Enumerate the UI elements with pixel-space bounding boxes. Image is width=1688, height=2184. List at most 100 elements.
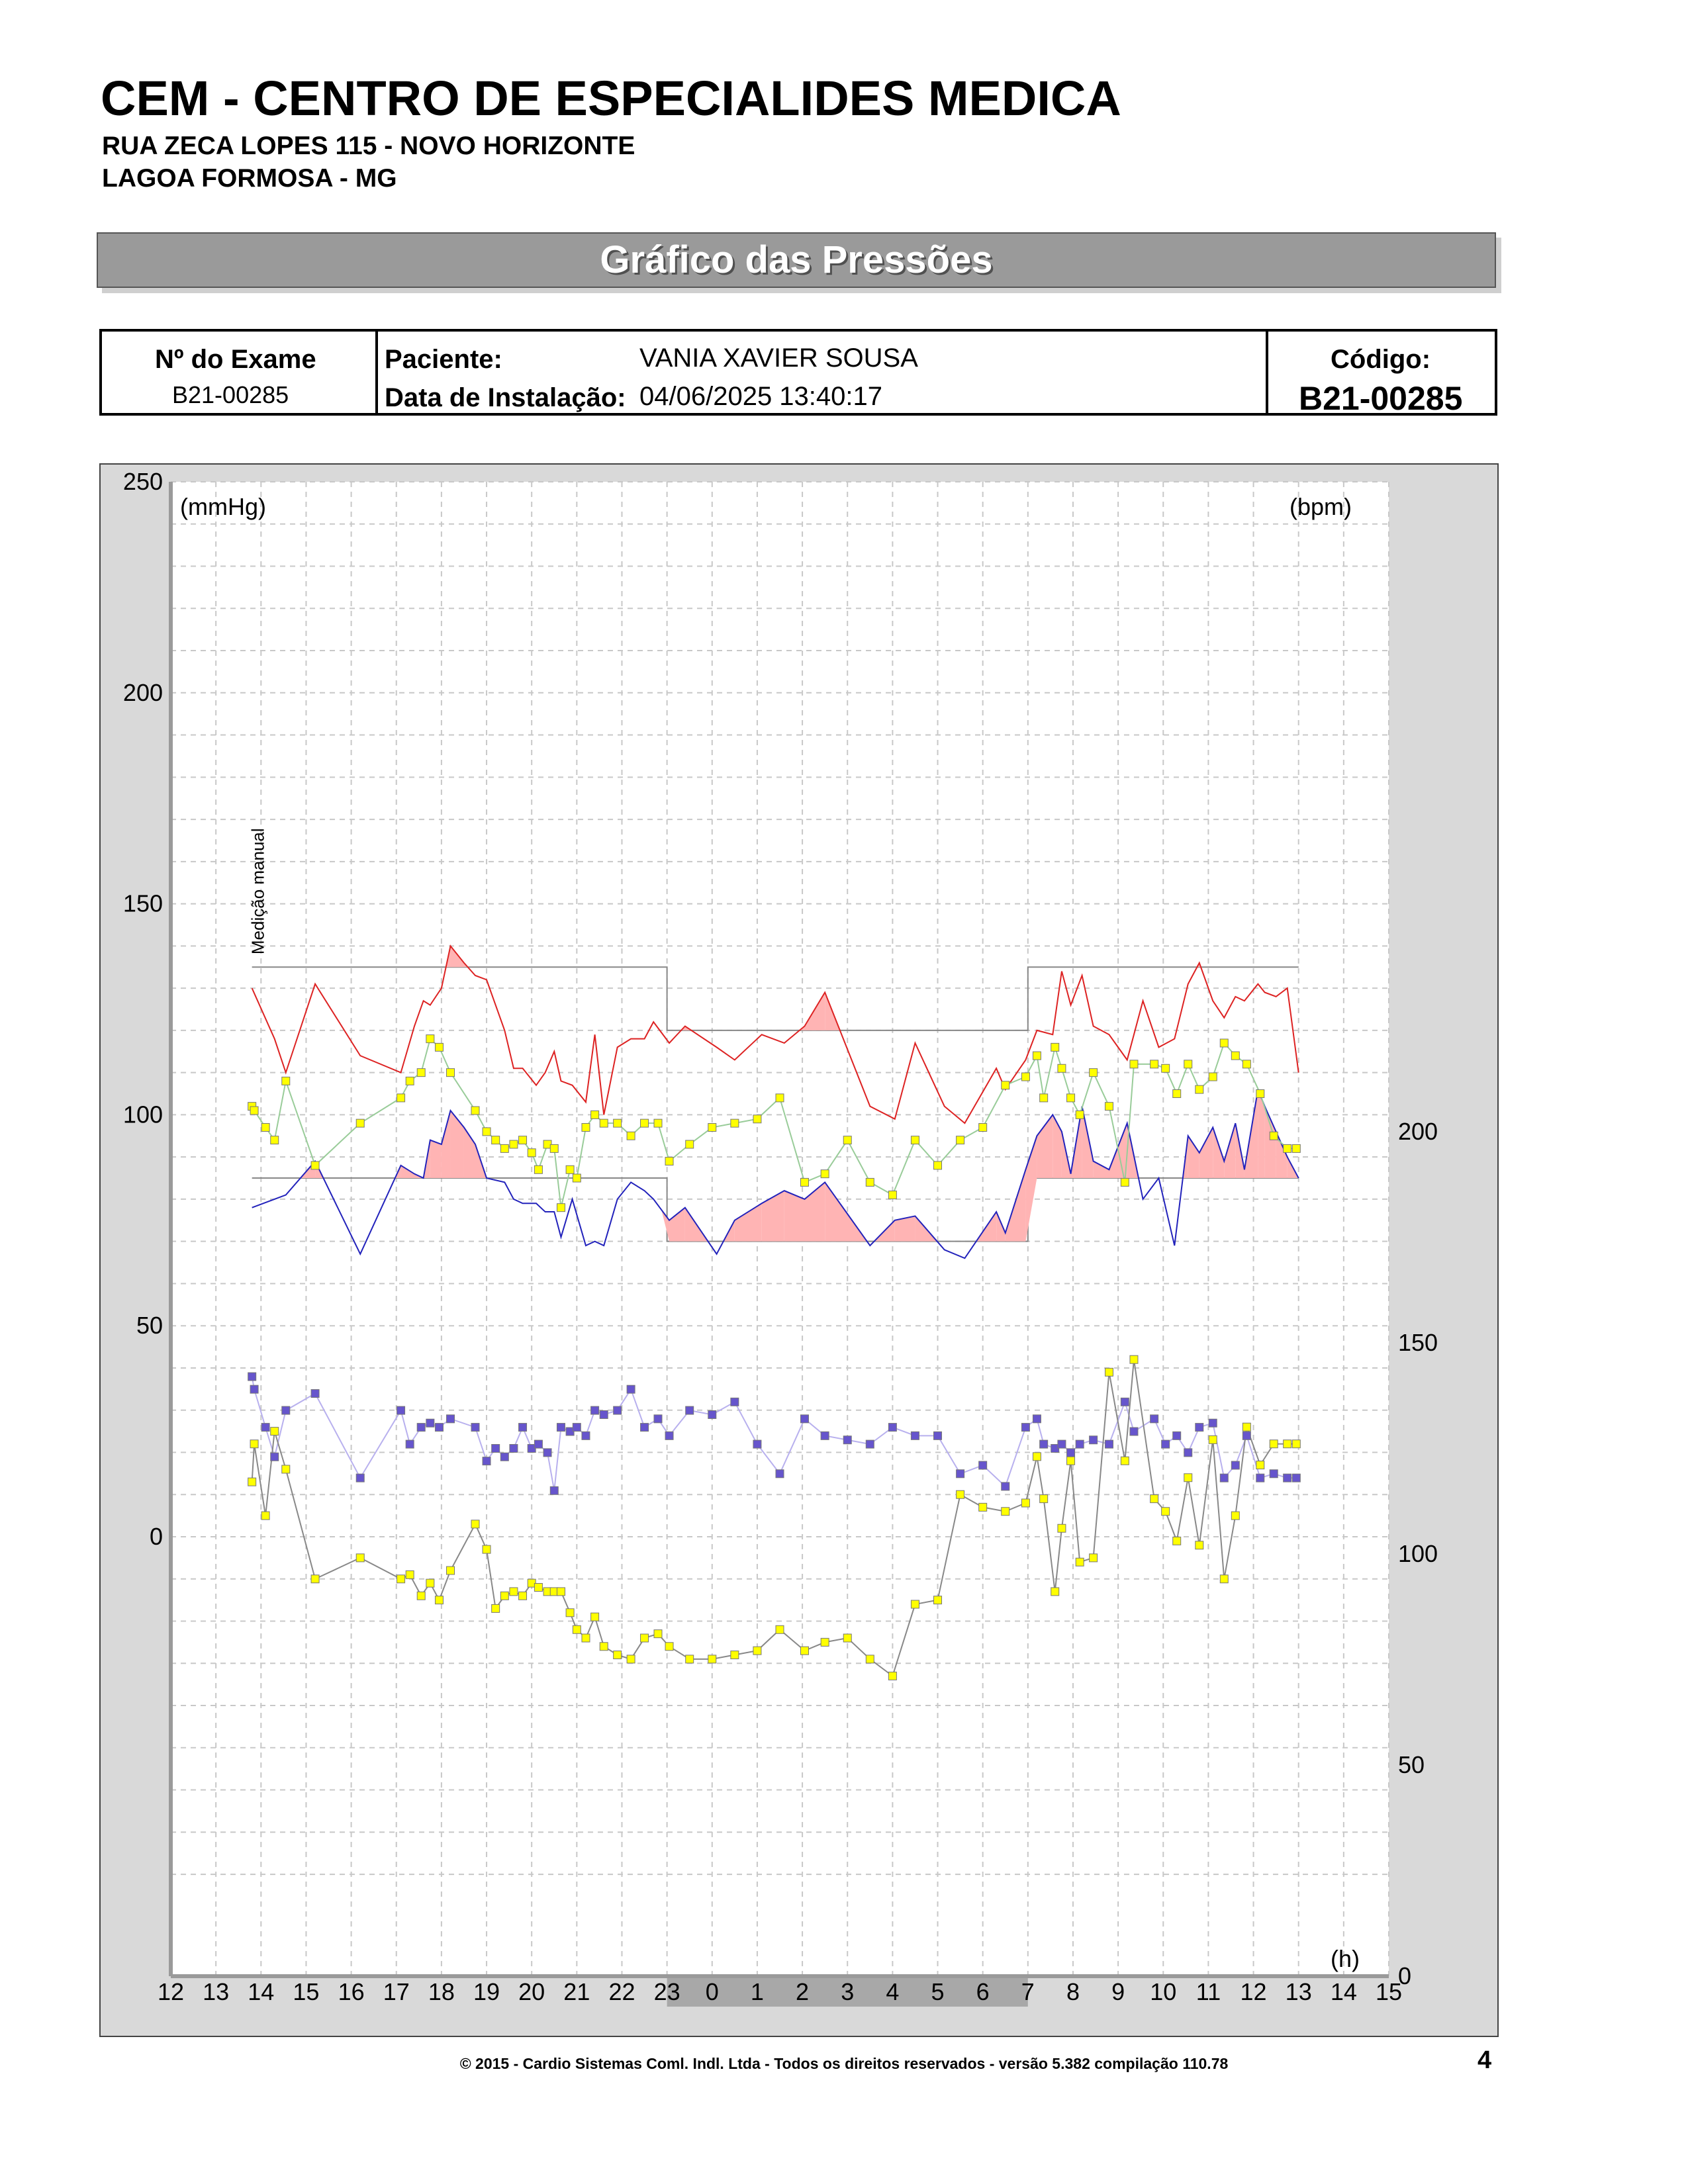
- mean-point: [1066, 1093, 1076, 1103]
- pulse-pressure-point: [1195, 1541, 1204, 1550]
- pulse-pressure-point: [355, 1553, 365, 1563]
- pulse-pressure-point: [534, 1583, 543, 1592]
- heart-rate-point: [248, 1372, 257, 1381]
- pulse-pressure-point: [1089, 1553, 1098, 1563]
- diastolic-excess-area: [761, 1191, 784, 1242]
- heart-rate-point: [888, 1423, 897, 1432]
- report-title: Gráfico das Pressões: [600, 238, 993, 281]
- pulse-pressure-point: [397, 1574, 406, 1584]
- heart-rate-point: [434, 1423, 444, 1432]
- mean-point: [426, 1034, 435, 1044]
- pulse-pressure-point: [708, 1655, 717, 1664]
- mean-point: [1184, 1060, 1193, 1069]
- heart-rate-point: [1231, 1461, 1240, 1470]
- mean-point: [1075, 1110, 1084, 1119]
- pulse-pressure-point: [270, 1427, 279, 1436]
- heart-rate-point: [865, 1439, 874, 1449]
- diastolic-excess-area: [894, 1216, 915, 1242]
- heart-rate-point: [590, 1406, 600, 1415]
- x-tick-label: 12: [158, 1978, 184, 2005]
- x-tick-label: 20: [518, 1978, 545, 2005]
- pulse-pressure-point: [572, 1625, 581, 1634]
- pulse-pressure-point: [1219, 1574, 1229, 1584]
- left-tick-label: 50: [136, 1312, 163, 1339]
- x-tick-label: 11: [1196, 1978, 1221, 2005]
- pulse-pressure-point: [613, 1651, 622, 1660]
- heart-rate-point: [471, 1423, 480, 1432]
- diastolic-excess-area: [1188, 1136, 1199, 1179]
- pulse-pressure-point: [1066, 1456, 1076, 1465]
- mean-point: [572, 1173, 581, 1183]
- pulse-pressure-point: [665, 1642, 674, 1651]
- mean-point: [978, 1123, 988, 1132]
- systolic-line: [251, 944, 1299, 1124]
- heart-rate-point: [491, 1444, 500, 1453]
- mean-point: [500, 1144, 509, 1153]
- diastolic-excess-area: [1213, 1127, 1225, 1179]
- pulse-pressure-point: [248, 1477, 257, 1486]
- pulse-pressure-point: [685, 1655, 694, 1664]
- pulse-pressure-point: [509, 1587, 518, 1596]
- heart-rate-point: [1075, 1439, 1084, 1449]
- heart-rate-point: [730, 1397, 739, 1406]
- x-tick-label: 12: [1241, 1978, 1267, 2005]
- mean-point: [843, 1136, 852, 1145]
- mean-point: [527, 1148, 536, 1158]
- pulse-pressure-point: [556, 1587, 565, 1596]
- mean-point: [753, 1115, 762, 1124]
- mean-point: [1104, 1102, 1113, 1111]
- pulse-pressure-point: [434, 1596, 444, 1605]
- heart-rate-point: [1291, 1473, 1301, 1482]
- diastolic-excess-area: [734, 1203, 762, 1242]
- diastolic-excess-area: [441, 1111, 451, 1179]
- pulse-pressure-point: [1021, 1498, 1030, 1508]
- mean-point: [708, 1123, 717, 1132]
- pulse-pressure-point: [640, 1633, 649, 1643]
- x-tick-label: 6: [976, 1978, 990, 2005]
- heart-rate-point: [910, 1431, 919, 1440]
- heart-rate-point: [820, 1431, 829, 1440]
- heart-rate-point: [426, 1418, 435, 1428]
- mean-point: [1256, 1089, 1265, 1099]
- x-tick-label: 13: [1286, 1978, 1312, 2005]
- heart-rate-point: [261, 1423, 270, 1432]
- heart-rate-point: [1150, 1414, 1159, 1424]
- info-divider: [375, 332, 378, 413]
- x-tick-label: 14: [1331, 1978, 1357, 2005]
- pulse-pressure-point: [1032, 1452, 1041, 1461]
- x-tick-label: 4: [886, 1978, 899, 2005]
- patient-name: VANIA XAVIER SOUSA: [639, 343, 918, 373]
- mean-point: [910, 1136, 919, 1145]
- mean-point: [405, 1076, 414, 1085]
- mean-point: [590, 1110, 600, 1119]
- mean-point: [1242, 1060, 1251, 1069]
- mean-point: [1051, 1042, 1060, 1052]
- exam-info-box: Nº do Exame B21-00285 Paciente: VANIA XA…: [99, 329, 1497, 416]
- page-number: 4: [1477, 2046, 1492, 2074]
- mean-point: [397, 1093, 406, 1103]
- heart-rate-point: [581, 1431, 590, 1440]
- address-line-2: LAGOA FORMOSA - MG: [102, 164, 397, 193]
- heart-rate-point: [355, 1473, 365, 1482]
- mean-point: [1039, 1093, 1049, 1103]
- mean-point: [1195, 1085, 1204, 1094]
- pulse-pressure-point: [956, 1490, 965, 1499]
- pulse-pressure-point: [730, 1651, 739, 1660]
- pulse-pressure-point: [426, 1578, 435, 1588]
- mean-point: [1219, 1038, 1229, 1048]
- mean-point: [1172, 1089, 1182, 1099]
- diastolic-excess-area: [1053, 1115, 1062, 1179]
- mean-point: [820, 1169, 829, 1179]
- x-tick-label: 14: [248, 1978, 274, 2005]
- pulse-pressure-point: [599, 1642, 608, 1651]
- mean-point: [1021, 1072, 1030, 1081]
- diastolic-excess-area: [804, 1182, 825, 1242]
- x-tick-label: 13: [203, 1978, 229, 2005]
- x-tick-label: 18: [428, 1978, 455, 2005]
- pulse-pressure-point: [1208, 1435, 1217, 1444]
- mean-point: [416, 1068, 426, 1077]
- pulse-pressure-point: [1039, 1494, 1049, 1504]
- pulse-pressure-point: [1075, 1557, 1084, 1567]
- heart-rate-point: [1195, 1423, 1204, 1432]
